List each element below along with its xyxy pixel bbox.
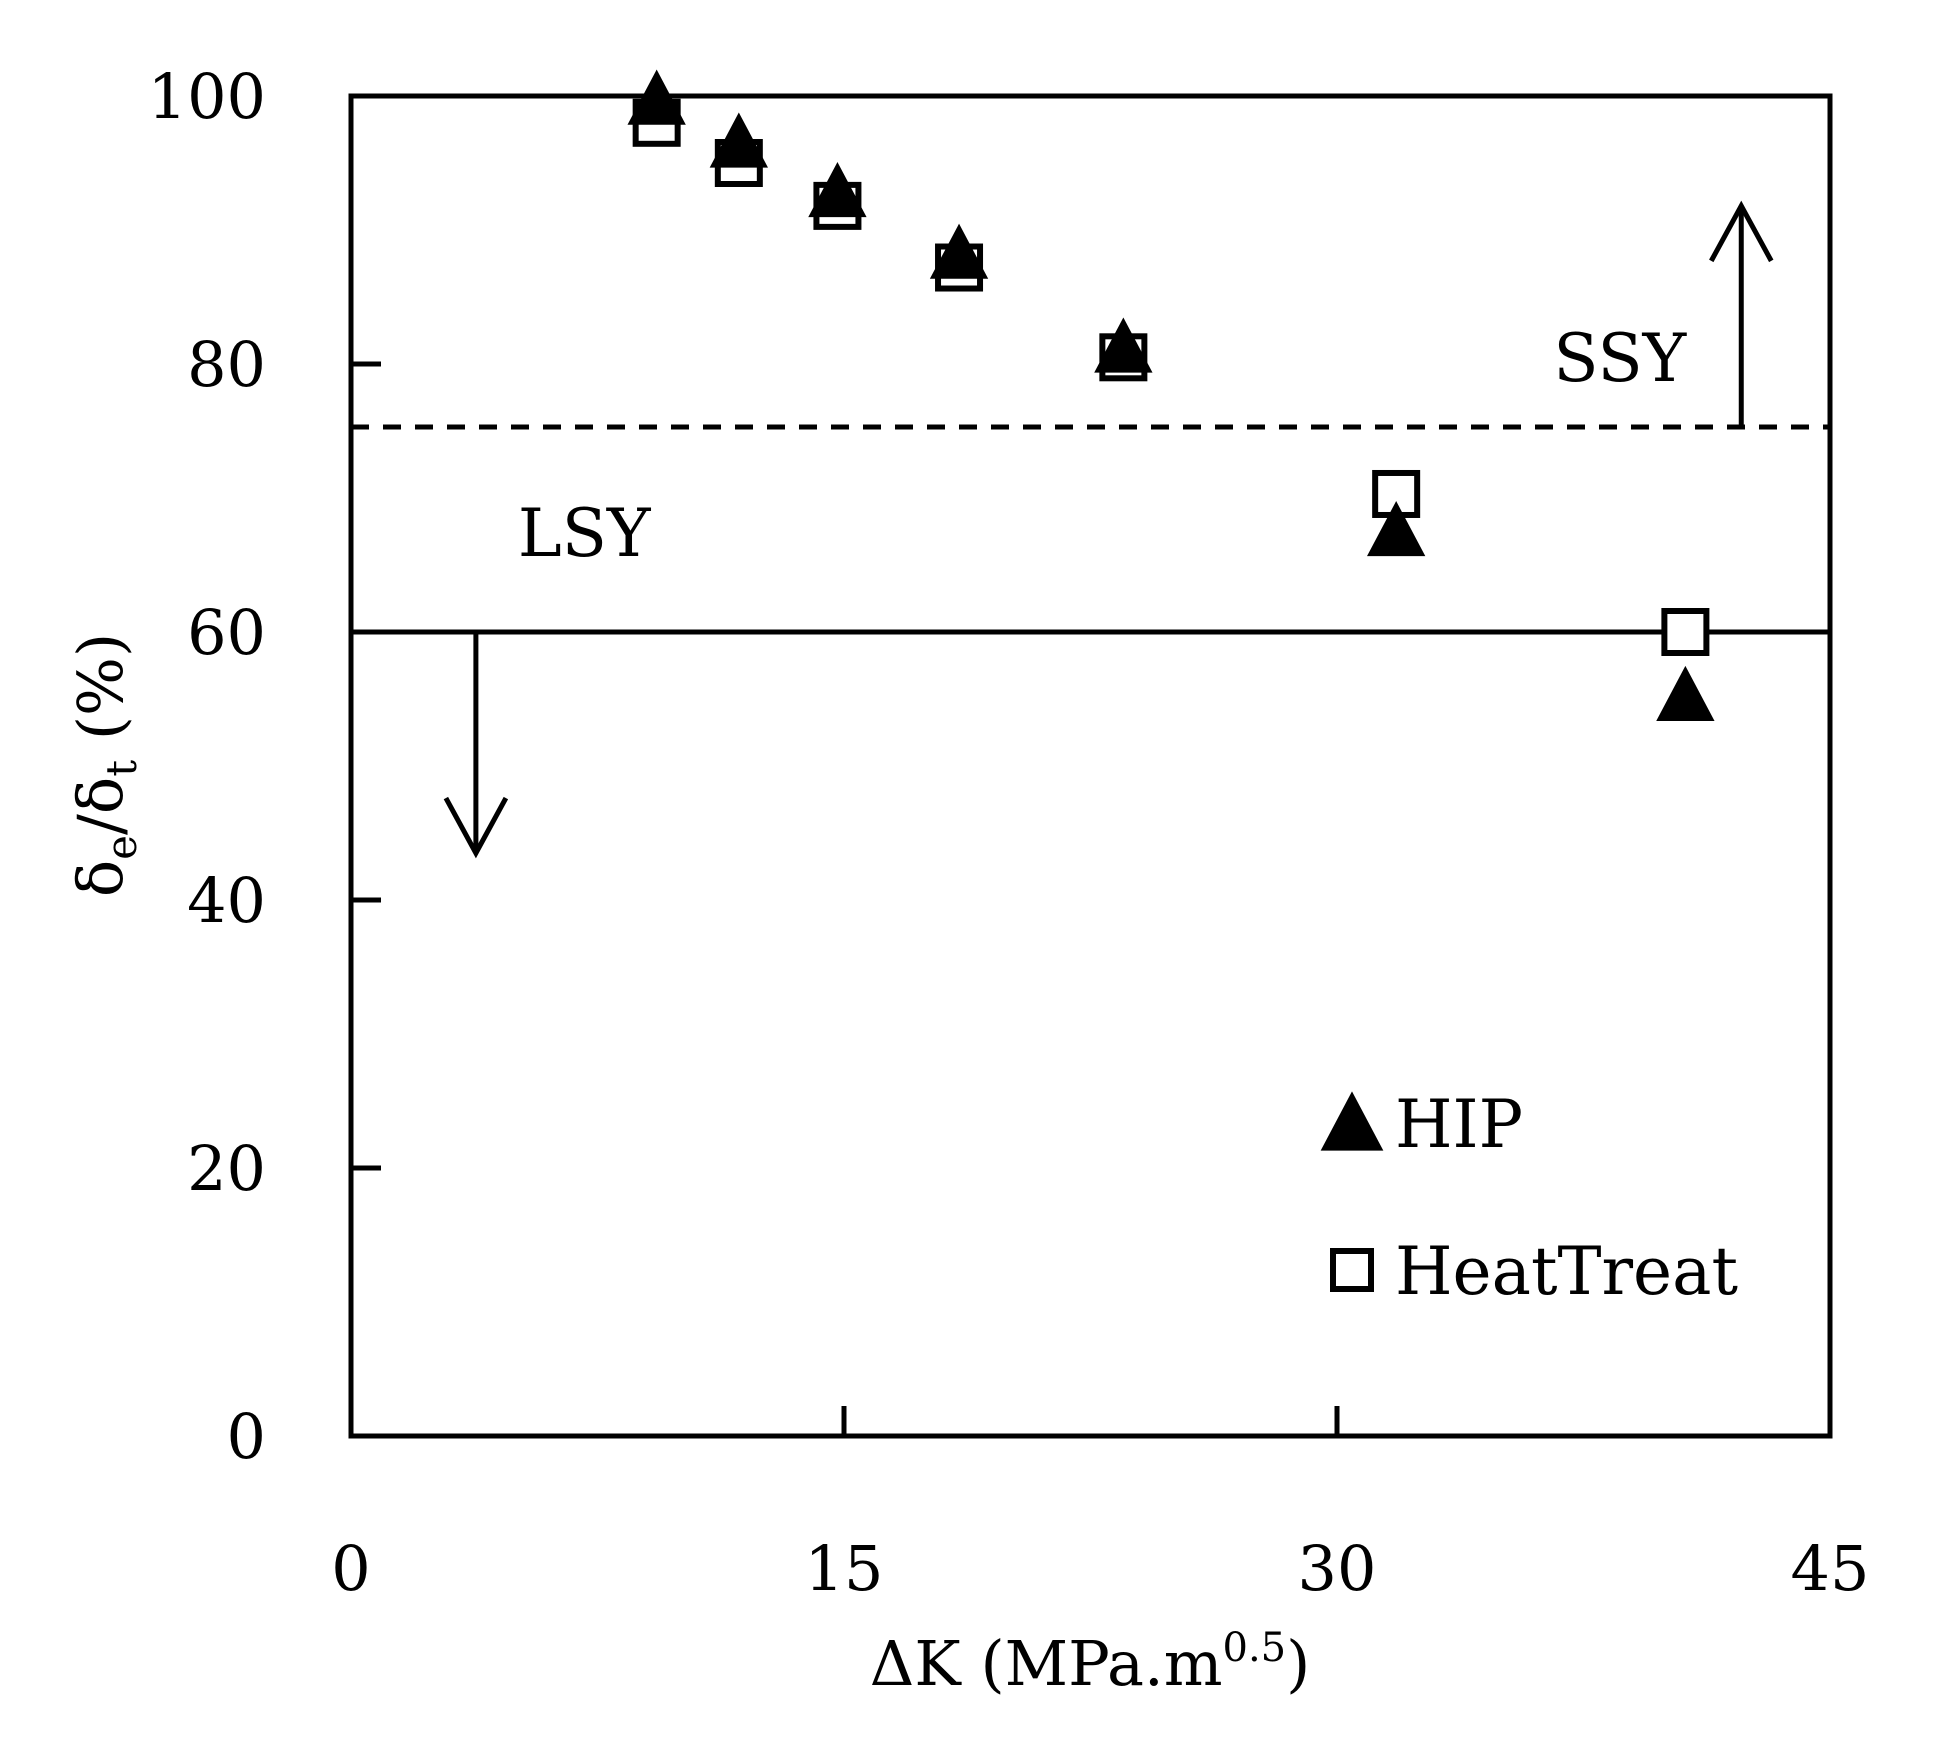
x-tick-label-15: 15 [805,1532,884,1605]
hip-point-4 [1094,317,1153,373]
ssy-arrow-head [1709,200,1774,263]
ssy-label: SSY [1553,320,1687,397]
y-axis-title: δe/δt (%) [64,633,146,897]
legend-label-heattreat: HeatTreat [1395,1233,1738,1310]
y-tick-label-20: 20 [187,1132,266,1205]
hip-point-6 [1656,665,1715,721]
hip-point-3 [929,223,989,279]
x-tick-label-45: 45 [1791,1532,1870,1605]
hip-point-5 [1366,501,1426,557]
hip-point-1 [709,112,768,168]
hip-point-0 [627,69,686,125]
y-tick-label-0: 0 [227,1400,266,1473]
heattreat-point-6 [1661,608,1710,656]
legend-marker-hip [1320,1091,1384,1151]
plot-frame [348,93,1833,1439]
data-points [627,69,1715,721]
y-tick-label-100: 100 [148,60,266,133]
lsy-arrow-head [443,796,509,859]
reference-lines [351,424,1830,635]
x-tick-label-0: 0 [331,1532,370,1605]
x-axis-ticks: 0 15 30 45 [331,1406,1869,1605]
legend-marker-heattreat [1330,1248,1374,1292]
x-tick-label-30: 30 [1298,1532,1377,1605]
lsy-label: LSY [518,495,652,572]
hip-point-2 [808,162,867,218]
legend-label-hip: HIP [1395,1086,1523,1163]
y-axis-ticks: 0 20 40 60 80 100 [148,60,381,1473]
legend: HIP HeatTreat [1320,1086,1738,1310]
y-tick-label-80: 80 [187,328,266,401]
annotations: SSY LSY [443,200,1774,859]
x-axis-title: ΔK (MPa.m0.5) [870,1625,1311,1700]
y-tick-label-40: 40 [187,864,266,937]
y-tick-label-60: 60 [187,596,266,669]
